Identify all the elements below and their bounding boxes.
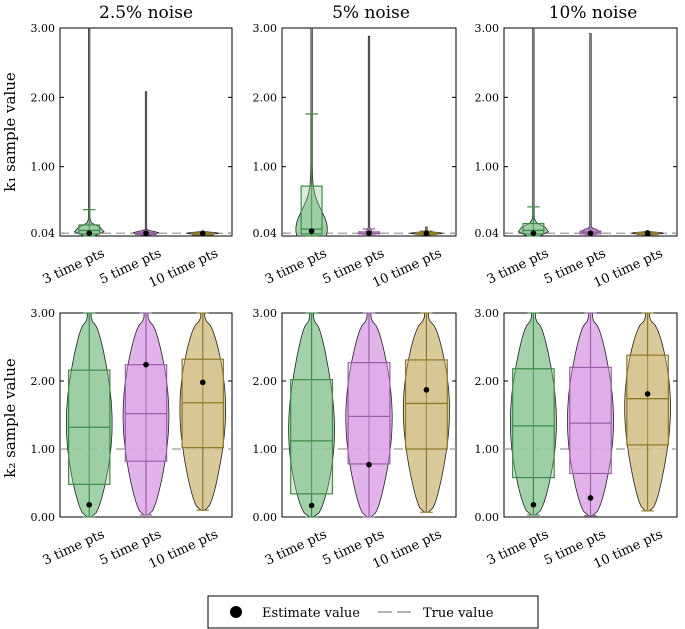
iqr-box xyxy=(347,362,391,465)
y-tick-label: 1.00 xyxy=(31,443,56,456)
iqr-box xyxy=(181,358,224,449)
iqr-box xyxy=(512,368,555,479)
violin-body xyxy=(73,27,105,237)
row-ylabel-k2: k₂ sample value xyxy=(1,358,19,478)
violin-5-time-pts: 5 time pts xyxy=(97,91,164,288)
violin-3-time-pts: 3 time pts xyxy=(41,312,113,569)
y-tick-label: 0.00 xyxy=(31,511,56,524)
violin-10-time-pts: 10 time pts xyxy=(591,312,671,572)
estimate-point xyxy=(423,387,430,393)
y-tick-label: 3.00 xyxy=(253,307,278,320)
y-tick-label: 0.04 xyxy=(31,227,56,240)
estimate-point xyxy=(530,501,537,508)
y-tick-label: 2.00 xyxy=(253,375,278,388)
y-tick-label: 2.00 xyxy=(31,91,56,104)
column-title-5: 5% noise xyxy=(332,3,410,23)
violin-body xyxy=(365,35,373,237)
y-tick-label: 2.00 xyxy=(253,91,278,104)
violin-5-time-pts: 5 time pts xyxy=(320,35,387,288)
y-tick-label: 2.00 xyxy=(475,91,500,104)
iqr-box xyxy=(569,366,612,475)
estimate-point xyxy=(530,230,537,237)
estimate-point xyxy=(308,502,315,509)
violin-body xyxy=(579,33,602,237)
legend-estimate-label: Estimate value xyxy=(262,606,360,621)
legend: Estimate value True value xyxy=(207,595,539,629)
y-tick-label: 0.04 xyxy=(253,227,278,240)
estimate-point xyxy=(366,461,372,468)
estimate-point xyxy=(366,230,372,237)
iqr-box xyxy=(300,185,323,235)
y-tick-label: 1.00 xyxy=(253,161,278,174)
estimate-point xyxy=(143,361,149,368)
violin-body xyxy=(517,27,549,237)
iqr-box xyxy=(124,364,168,462)
y-tick-label: 0.04 xyxy=(475,227,500,240)
violin-3-time-pts: 3 time pts xyxy=(263,27,329,288)
violin-3-time-pts: 3 time pts xyxy=(485,27,551,288)
violin-3-time-pts: 3 time pts xyxy=(485,312,557,569)
y-tick-label: 2.00 xyxy=(475,375,500,388)
column-title-2.5: 2.5% noise xyxy=(99,3,193,23)
estimate-point xyxy=(587,495,594,501)
x-tick-label: 3 time pts xyxy=(41,527,107,569)
y-tick-label: 1.00 xyxy=(253,443,278,456)
legend-true-label: True value xyxy=(423,606,494,621)
y-tick-label: 3.00 xyxy=(31,307,56,320)
x-tick-label: 3 time pts xyxy=(41,246,107,288)
y-tick-label: 0.00 xyxy=(253,511,278,524)
y-tick-label: 3.00 xyxy=(475,307,500,320)
estimate-point xyxy=(199,230,206,237)
legend-estimate-marker xyxy=(230,606,242,618)
estimate-point xyxy=(308,228,315,234)
violin-10-time-pts: 10 time pts xyxy=(370,312,450,572)
y-tick-label: 0.00 xyxy=(475,511,500,524)
estimate-point xyxy=(423,230,430,237)
violin-3-time-pts: 3 time pts xyxy=(41,27,107,288)
estimate-point xyxy=(644,230,651,237)
violin-5-time-pts: 5 time pts xyxy=(542,33,608,288)
legend-box xyxy=(207,595,539,629)
estimate-point xyxy=(86,230,93,237)
violin-3-time-pts: 3 time pts xyxy=(263,312,335,569)
x-tick-label: 3 time pts xyxy=(263,246,329,288)
x-tick-label: 3 time pts xyxy=(485,527,551,569)
y-tick-label: 1.00 xyxy=(475,161,500,174)
column-title-10: 10% noise xyxy=(549,3,638,23)
y-tick-label: 3.00 xyxy=(253,22,278,35)
iqr-box xyxy=(290,379,334,495)
x-tick-label: 3 time pts xyxy=(485,246,551,288)
row-ylabel-k1: k₁ sample value xyxy=(1,72,19,192)
violin-body xyxy=(133,91,159,237)
y-tick-label: 3.00 xyxy=(475,22,500,35)
violin-5-time-pts: 5 time pts xyxy=(97,312,170,569)
iqr-box xyxy=(626,354,669,446)
estimate-point xyxy=(199,379,206,386)
estimate-point xyxy=(86,501,93,508)
y-tick-label: 1.00 xyxy=(475,443,500,456)
y-tick-label: 3.00 xyxy=(31,22,56,35)
estimate-point xyxy=(644,391,651,397)
y-tick-label: 2.00 xyxy=(31,375,56,388)
estimate-point xyxy=(143,230,149,237)
estimate-point xyxy=(587,230,594,237)
iqr-box xyxy=(404,359,448,450)
y-tick-label: 1.00 xyxy=(31,161,56,174)
x-tick-label: 3 time pts xyxy=(263,527,329,569)
